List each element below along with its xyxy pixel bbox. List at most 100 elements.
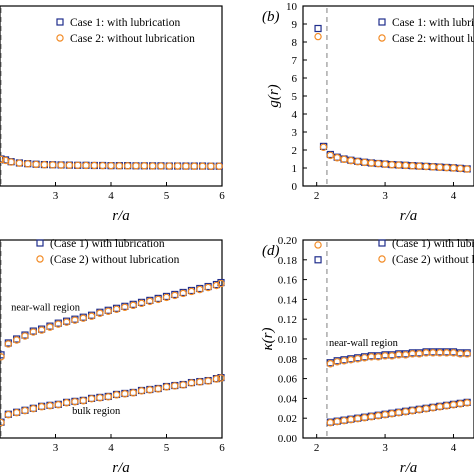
data-point [79, 397, 87, 405]
y-tick-label: 10 [286, 1, 298, 13]
data-point [29, 328, 37, 336]
data-point [12, 336, 21, 344]
data-point [57, 161, 65, 169]
data-point [217, 279, 225, 288]
x-tick-label: 3 [382, 442, 388, 454]
data-point [79, 314, 87, 322]
data-point [162, 293, 171, 302]
y-tick-label: 0.20 [278, 235, 298, 247]
data-point [15, 159, 24, 167]
data-point [140, 162, 148, 170]
legend: (Case 1) with lubrication (Case 2) withou… [36, 238, 180, 266]
data-point [360, 414, 369, 422]
data-point [212, 375, 221, 383]
data-point [415, 350, 423, 358]
data-point [0, 418, 5, 427]
data-point [62, 399, 71, 407]
data-point [429, 349, 437, 357]
data-point [129, 389, 137, 397]
data-point [29, 404, 37, 413]
x-tick-label: 3 [53, 190, 59, 202]
data-point [204, 283, 212, 292]
x-tick-label: 5 [164, 190, 170, 202]
legend-marker [378, 34, 386, 42]
data-point [326, 418, 335, 427]
data-point [146, 386, 154, 394]
data-point [449, 349, 458, 357]
data-point [62, 318, 71, 326]
legend-label: Case 2: without lubrication [392, 33, 474, 45]
data-point [401, 161, 410, 170]
legend-label: (Case 2) without lubrication [392, 254, 474, 266]
legend-label: Case 1: with lubrication [392, 17, 474, 29]
y-tick-label: 0.10 [278, 334, 298, 346]
legend: (Case 1) with lubrication (Case 2) withou… [378, 238, 474, 266]
x-tick-label: 4 [451, 190, 457, 202]
data-point [442, 163, 451, 172]
data-point [401, 408, 410, 416]
x-tick-label: 3 [53, 442, 59, 454]
series-2 [0, 155, 223, 170]
data-point [37, 326, 46, 334]
legend: Case 1: with lubrication Case 2: without … [378, 17, 474, 45]
y-tick-label: 0.18 [278, 255, 298, 267]
panel-letter: (b) [262, 9, 280, 25]
data-point [115, 162, 124, 170]
data-point [326, 151, 335, 160]
data-point [7, 158, 15, 166]
data-point [456, 400, 465, 408]
data-point [21, 332, 29, 340]
data-point [381, 160, 389, 168]
data-point [0, 155, 5, 164]
data-point [132, 162, 140, 170]
data-point [196, 378, 204, 386]
data-point [121, 390, 129, 398]
data-point [82, 161, 90, 170]
data-point [157, 162, 165, 170]
x-axis-label: r/a [400, 208, 418, 224]
legend-marker [56, 34, 64, 42]
data-point [354, 157, 362, 166]
data-point [212, 281, 221, 290]
data-point [388, 161, 396, 169]
data-point [347, 356, 355, 364]
data-point [90, 161, 99, 170]
data-point [0, 353, 5, 361]
legend-label: Case 2: without lubrication [70, 33, 195, 45]
data-point [422, 162, 430, 171]
data-point [179, 381, 187, 389]
data-point [401, 351, 410, 359]
data-point [187, 287, 196, 296]
y-tick-label: 0.12 [278, 314, 297, 326]
y-tick-label: 0.14 [278, 294, 298, 306]
data-point [314, 24, 322, 33]
data-point [46, 402, 54, 410]
y-tick-label: 5 [292, 91, 298, 103]
y-tick-label: 9 [292, 19, 298, 31]
x-tick-label: 2 [314, 190, 320, 202]
data-point [207, 162, 215, 170]
data-point [381, 411, 389, 419]
y-tick-label: 0.02 [278, 413, 297, 425]
y-tick-label: 3 [292, 127, 298, 139]
data-point [87, 312, 96, 320]
data-point [65, 161, 74, 169]
data-point [422, 349, 430, 357]
data-point [340, 357, 348, 365]
x-tick-label: 5 [164, 442, 170, 454]
data-point [388, 410, 396, 418]
y-tick-label: 4 [292, 109, 298, 121]
x-axis-label: r/a [112, 460, 130, 474]
legend-marker [36, 239, 44, 247]
panel-c: 3 4 5 6 r/a near-wall region bulk region (Case … [0, 238, 225, 474]
data-point [360, 158, 369, 167]
data-point [354, 355, 362, 363]
legend-label: (Case 1) with lubrication [392, 238, 474, 250]
data-point [146, 297, 154, 306]
data-point [96, 394, 104, 402]
data-point [360, 354, 369, 362]
data-point [415, 406, 423, 414]
panel-a: 3 4 5 6 r/a Case 1: with lubrication Case 2: w… [0, 5, 225, 224]
data-point [137, 299, 146, 308]
data-point [173, 162, 182, 170]
